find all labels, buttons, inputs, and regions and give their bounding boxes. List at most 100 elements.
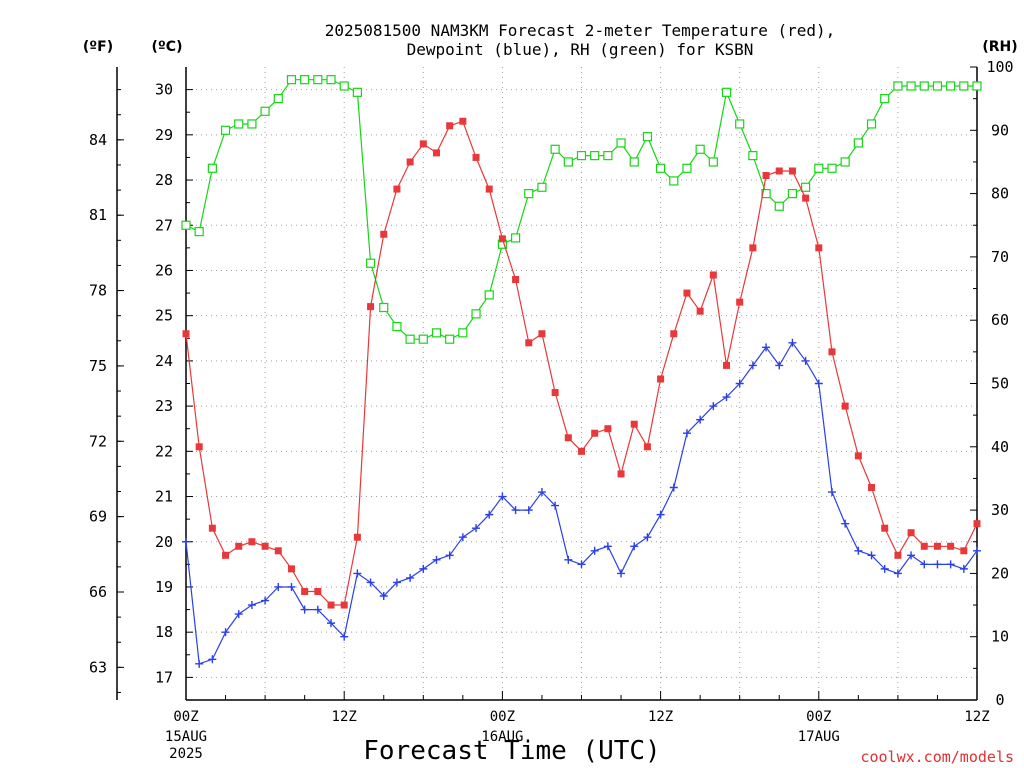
dewpoint-point — [327, 619, 336, 628]
dewpoint-point — [669, 483, 678, 492]
fahrenheit-tick-label: 66 — [89, 583, 107, 601]
dewpoint-point — [498, 492, 507, 501]
rh-point — [721, 87, 732, 97]
rh-point — [405, 334, 415, 344]
temperature-point — [736, 298, 744, 306]
fahrenheit-tick-label: 78 — [89, 282, 107, 300]
x-tick-label: 12Z — [648, 709, 673, 725]
rh-point — [431, 328, 442, 338]
dewpoint-point — [841, 519, 850, 528]
rh-point — [300, 75, 310, 85]
temperature-point — [459, 117, 467, 125]
rh-point — [247, 119, 257, 129]
temperature-point — [630, 420, 638, 428]
dewpoint-point — [709, 402, 718, 411]
dewpoint-point — [946, 560, 955, 569]
temperature-point — [367, 303, 375, 311]
dewpoint-point — [801, 356, 810, 365]
rh-point — [445, 334, 455, 344]
temperature-point — [380, 230, 388, 238]
temperature-point — [538, 330, 546, 338]
dewpoint-point — [973, 546, 981, 555]
celsius-unit-label: (ºC) — [152, 39, 183, 55]
dewpoint-point — [867, 551, 876, 560]
temperature-point — [828, 348, 836, 356]
temperature-point — [894, 551, 902, 559]
dewpoint-point — [933, 560, 942, 569]
temperature-point — [973, 520, 981, 528]
rh-point — [550, 144, 560, 154]
dewpoint-point — [814, 379, 823, 388]
dewpoint-point — [353, 569, 362, 578]
temperature-point — [723, 361, 731, 369]
rh-point — [932, 81, 943, 91]
celsius-tick-label: 22 — [155, 442, 173, 460]
temperature-point — [762, 172, 770, 180]
rh-point — [590, 151, 600, 161]
temperature-point — [881, 524, 889, 532]
temperature-point — [617, 470, 625, 478]
rh-point — [260, 106, 270, 116]
temperature-point — [709, 271, 717, 279]
rh-point — [234, 119, 244, 129]
dewpoint-point — [366, 578, 375, 587]
celsius-tick-label: 24 — [155, 352, 173, 370]
temperature-point — [287, 565, 295, 573]
temperature-point — [933, 542, 941, 550]
dewpoint-point — [603, 542, 612, 551]
temperature-point — [854, 452, 862, 460]
rh-point — [603, 151, 613, 161]
temperature-point — [749, 244, 757, 252]
fahrenheit-tick-label: 69 — [89, 508, 107, 526]
x-tick-date-label: 15AUG — [165, 729, 207, 745]
temperature-point — [261, 542, 269, 550]
dewpoint-point — [551, 501, 560, 510]
celsius-tick-label: 29 — [155, 126, 173, 144]
dewpoint-point — [445, 551, 454, 560]
chart-title-line1: 2025081500 NAM3KM Forecast 2-meter Tempe… — [325, 21, 836, 40]
temperature-point — [274, 547, 282, 555]
grid-layer — [186, 67, 977, 700]
dewpoint-point — [234, 610, 243, 619]
dewpoint-point — [247, 601, 256, 610]
celsius-tick-label: 28 — [155, 171, 173, 189]
rh-point — [484, 290, 494, 300]
rh-tick-label: 70 — [991, 248, 1009, 266]
dewpoint-point — [643, 533, 652, 542]
temperature-point — [406, 158, 414, 166]
rh-point — [959, 81, 969, 91]
rh-point — [840, 157, 850, 167]
x-tick-label: 12Z — [332, 709, 357, 725]
dewpoint-point — [577, 560, 586, 569]
dewpoint-point — [511, 506, 520, 515]
rh-point — [642, 132, 653, 142]
x-tick-label: 00Z — [173, 709, 198, 725]
rh-unit-label: (RH) — [982, 39, 1017, 55]
rh-point — [708, 157, 718, 167]
dewpoint-point — [379, 592, 388, 601]
rh-tick-label: 10 — [991, 628, 1009, 646]
dewpoint-point — [221, 628, 230, 637]
x-tick-date-label: 16AUG — [481, 729, 523, 745]
x-axis-label: Forecast Time (UTC) — [363, 736, 660, 766]
rh-point — [866, 119, 877, 129]
dewpoint-point — [682, 429, 691, 438]
rh-tick-label: 80 — [991, 185, 1009, 203]
rh-tick-label: 60 — [991, 311, 1009, 329]
dewpoint-point — [854, 546, 863, 555]
rh-point — [761, 189, 771, 199]
dewpoint-point — [762, 343, 771, 352]
fahrenheit-tick-label: 81 — [89, 206, 107, 224]
x-tick-label: 00Z — [806, 709, 831, 725]
temperature-point — [248, 538, 256, 546]
rh-point — [313, 75, 323, 85]
credit-label: coolwx.com/models — [860, 748, 1014, 766]
rh-point — [524, 189, 534, 199]
temperature-point — [591, 429, 599, 437]
celsius-tick-label: 19 — [155, 578, 173, 596]
x-tick-date-label: 17AUG — [798, 729, 840, 745]
celsius-tick-label: 27 — [155, 216, 173, 234]
rh-point — [220, 125, 231, 135]
temperature-point — [960, 547, 968, 555]
